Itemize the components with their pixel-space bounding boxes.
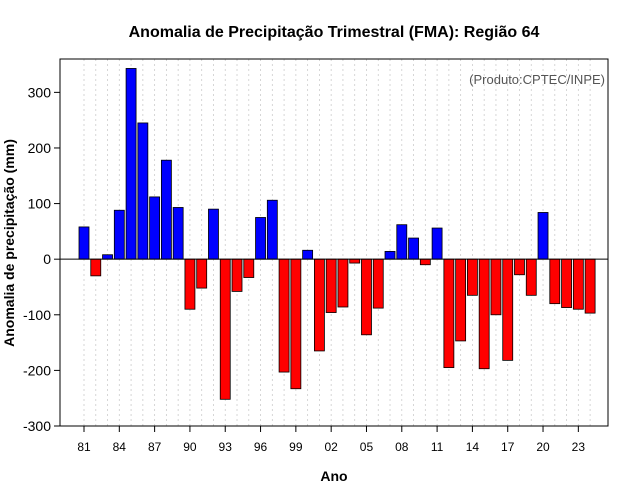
bar-1992 — [208, 208, 219, 260]
x-tick-label: 96 — [254, 440, 268, 454]
bar-1988 — [160, 159, 172, 260]
bar-2014 — [467, 258, 478, 296]
x-tick-label: 93 — [219, 440, 233, 454]
bar-2016 — [490, 258, 502, 316]
bar-1986 — [137, 122, 149, 260]
bar-1994 — [231, 258, 243, 292]
bar-2005 — [361, 258, 372, 336]
bar-2006 — [372, 258, 384, 309]
y-tick-label: -300 — [23, 418, 51, 434]
x-tick-label: 90 — [183, 440, 197, 454]
bar-2004 — [349, 258, 361, 264]
y-axis: -300 -200 -100 0 100 200 300 — [23, 84, 60, 434]
bar-2009 — [408, 237, 419, 260]
x-tick-label: 11 — [431, 440, 444, 454]
chart-title: Anomalia de Precipitação Trimestral (FMA… — [129, 24, 540, 41]
bar-2022 — [561, 258, 572, 308]
bar-1984 — [113, 209, 125, 260]
y-tick-label: 200 — [28, 140, 52, 156]
x-tick-label: 02 — [324, 440, 338, 454]
bar-1995 — [243, 258, 255, 278]
bar-2008 — [396, 224, 408, 260]
bar-2012 — [443, 258, 455, 369]
bar-2021 — [549, 258, 561, 305]
bar-2001 — [313, 258, 325, 352]
bar-1999 — [290, 258, 302, 390]
x-axis-label: Ano — [320, 468, 347, 484]
source-annotation: (Produto:CPTEC/INPE) — [469, 72, 605, 87]
bar-2010 — [419, 258, 431, 266]
x-tick-label: 84 — [113, 440, 127, 454]
y-tick-label: 0 — [43, 251, 51, 267]
bar-1993 — [219, 258, 231, 400]
x-tick-label: 17 — [501, 440, 515, 454]
bar-2023 — [572, 258, 584, 310]
x-tick-label: 20 — [536, 440, 550, 454]
bar-2011 — [431, 227, 443, 260]
bar-1989 — [172, 207, 184, 260]
x-tick-label: 05 — [360, 440, 374, 454]
x-tick-label: 14 — [466, 440, 480, 454]
y-tick-label: 300 — [28, 84, 52, 100]
bar-1985 — [125, 68, 137, 260]
x-axis: 81 84 87 90 93 96 99 02 05 08 11 14 17 20 23 — [77, 426, 585, 454]
bar-1983 — [102, 254, 113, 260]
bar-1981 — [78, 226, 90, 260]
x-tick-label: 23 — [572, 440, 586, 454]
bar-2003 — [337, 258, 349, 308]
y-tick-label: -100 — [23, 307, 51, 323]
bar-2002 — [325, 258, 337, 313]
bar-1997 — [266, 199, 278, 260]
x-tick-label: 87 — [148, 440, 162, 454]
bar-1998 — [278, 258, 290, 373]
y-tick-label: 100 — [28, 196, 52, 212]
bar-2020 — [537, 212, 549, 260]
bar-2019 — [525, 258, 537, 296]
bar-1996 — [255, 217, 266, 260]
x-tick-label: 81 — [77, 440, 91, 454]
bar-2017 — [502, 258, 514, 361]
bar-2015 — [478, 258, 490, 370]
bar-2000 — [302, 249, 314, 260]
bar-1982 — [90, 258, 102, 277]
bar-2024 — [584, 258, 596, 314]
bar-1987 — [149, 196, 161, 260]
bars — [78, 68, 596, 400]
x-tick-label: 99 — [289, 440, 303, 454]
bar-1991 — [196, 258, 208, 289]
bar-1990 — [184, 258, 196, 310]
bar-2007 — [384, 250, 396, 260]
y-tick-label: -200 — [23, 362, 51, 378]
x-tick-label: 08 — [395, 440, 409, 454]
bar-2018 — [514, 258, 525, 276]
y-axis-label: Anomalia de precipitação (mm) — [1, 139, 17, 347]
plot-frame — [59, 58, 609, 427]
bar-2013 — [455, 258, 467, 342]
